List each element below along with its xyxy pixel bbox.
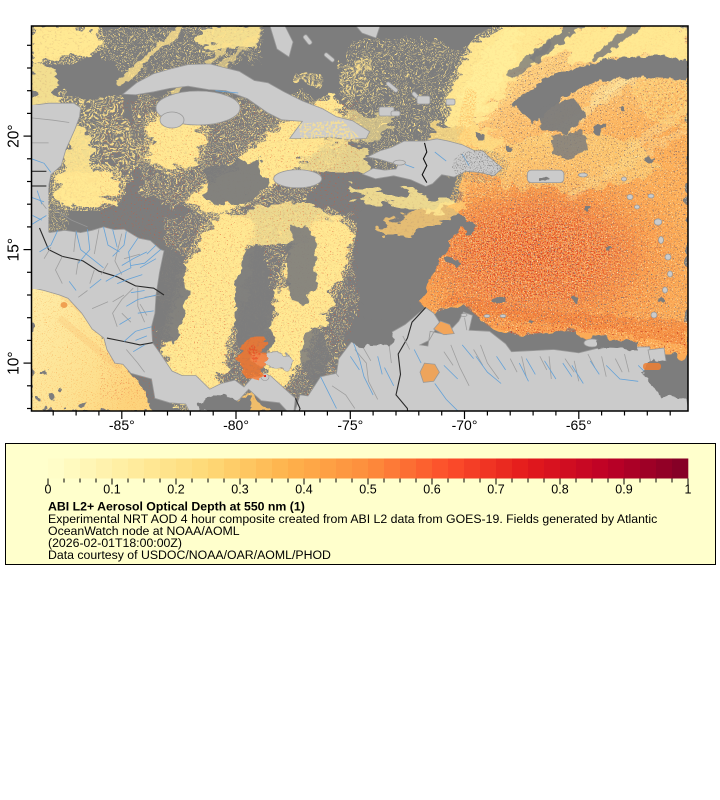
svg-text:-65°: -65° (566, 417, 592, 433)
svg-text:10°: 10° (6, 351, 23, 374)
svg-text:1: 1 (685, 483, 692, 497)
svg-text:-80°: -80° (223, 417, 249, 433)
svg-text:-75°: -75° (337, 417, 363, 433)
svg-text:0.9: 0.9 (615, 483, 632, 497)
svg-text:ABI L2+ Aerosol Optical Depth: ABI L2+ Aerosol Optical Depth at 550 nm … (48, 500, 305, 514)
svg-text:Data courtesy of USDOC/NOAA/OA: Data courtesy of USDOC/NOAA/OAR/AOML/PHO… (48, 548, 331, 562)
svg-text:-70°: -70° (452, 417, 478, 433)
svg-text:Experimental NRT AOD 4 hour co: Experimental NRT AOD 4 hour composite cr… (48, 512, 657, 526)
svg-text:-85°: -85° (109, 417, 135, 433)
svg-text:0.6: 0.6 (423, 483, 440, 497)
svg-text:0.1: 0.1 (103, 483, 120, 497)
svg-text:0.4: 0.4 (295, 483, 312, 497)
svg-text:15°: 15° (6, 238, 23, 261)
svg-text:0.7: 0.7 (487, 483, 504, 497)
svg-text:0.5: 0.5 (359, 483, 376, 497)
svg-text:OceanWatch node at NOAA/AOML: OceanWatch node at NOAA/AOML (48, 524, 240, 538)
svg-text:0.3: 0.3 (231, 483, 248, 497)
svg-text:20°: 20° (6, 124, 23, 147)
svg-text:0.2: 0.2 (167, 483, 184, 497)
svg-text:0.8: 0.8 (551, 483, 568, 497)
svg-text:0: 0 (45, 483, 52, 497)
svg-text:(2026-02-01T18:00:00Z): (2026-02-01T18:00:00Z) (48, 536, 182, 550)
